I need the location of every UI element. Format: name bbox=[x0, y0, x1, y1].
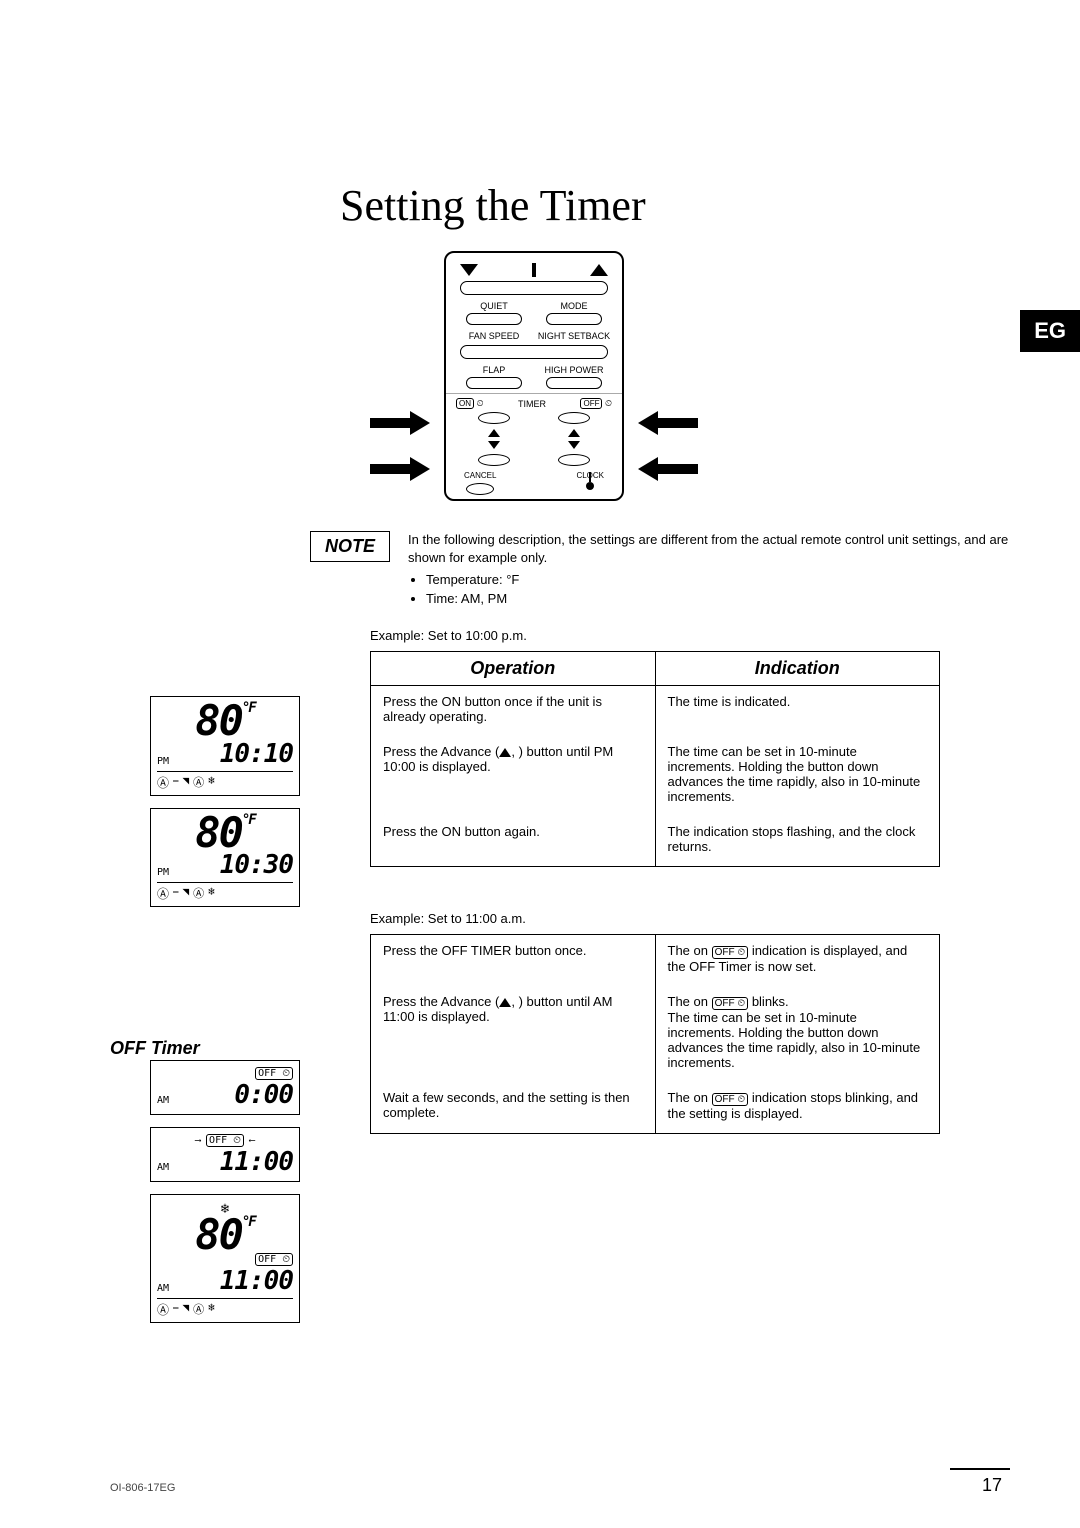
document-id: OI-806-17EG bbox=[110, 1482, 175, 1494]
off-timer-heading: OFF Timer bbox=[110, 1038, 200, 1059]
arrow-icon bbox=[370, 459, 430, 479]
label: FLAP bbox=[483, 365, 506, 375]
lcd-display: 80°F PM10:10 Ⓐ⎯◥Ⓐ❄︎ bbox=[150, 696, 300, 796]
label: HIGH POWER bbox=[544, 365, 603, 375]
page-number: 17 bbox=[982, 1475, 1002, 1496]
bar-icon bbox=[532, 263, 536, 277]
page-title: Setting the Timer bbox=[340, 180, 1010, 231]
note-label: NOTE bbox=[310, 531, 390, 562]
table-cell: Press the ON button again. bbox=[371, 816, 656, 867]
arrow-icon bbox=[638, 459, 698, 479]
language-badge: EG bbox=[1020, 310, 1080, 352]
table-cell: The time can be set in 10-minute increme… bbox=[655, 736, 940, 816]
arrow-icon bbox=[370, 413, 430, 433]
label: NIGHT SETBACK bbox=[538, 331, 610, 341]
table-cell: The on OFF ⏲ blinks.The time can be set … bbox=[655, 986, 940, 1082]
off-timer-table: Press the OFF TIMER button once. The on … bbox=[370, 934, 940, 1134]
label: TIMER bbox=[518, 399, 546, 409]
table-cell: The on OFF ⏲ indication is displayed, an… bbox=[655, 934, 940, 986]
table-cell: The time is indicated. bbox=[655, 685, 940, 736]
remote-diagram: QUIET MODE FAN SPEED NIGHT SETBACK FLAP … bbox=[444, 251, 624, 501]
table-cell: The on OFF ⏲ indication stops blinking, … bbox=[655, 1082, 940, 1134]
footer-rule bbox=[950, 1468, 1010, 1470]
example-text: Example: Set to 10:00 p.m. bbox=[370, 628, 1010, 643]
table-cell: The indication stops flashing, and the c… bbox=[655, 816, 940, 867]
example-text: Example: Set to 11:00 a.m. bbox=[370, 911, 1010, 926]
table-cell: Press the OFF TIMER button once. bbox=[371, 934, 656, 986]
down-icon bbox=[460, 264, 478, 276]
up-icon bbox=[590, 264, 608, 276]
label: MODE bbox=[561, 301, 588, 311]
table-cell: Wait a few seconds, and the setting is t… bbox=[371, 1082, 656, 1134]
lcd-display: ⟶ OFF ⏲ ⟵ AM11:00 bbox=[150, 1127, 300, 1182]
arrow-icon bbox=[638, 413, 698, 433]
table-cell: Press the Advance (, ) button until AM 1… bbox=[371, 986, 656, 1082]
table-cell: Press the Advance (, ) button until PM 1… bbox=[371, 736, 656, 816]
lcd-display: 80°F PM10:30 Ⓐ⎯◥Ⓐ❄︎ bbox=[150, 808, 300, 908]
lcd-display: OFF ⏲ AM0:00 bbox=[150, 1060, 300, 1115]
table-cell: Press the ON button once if the unit is … bbox=[371, 685, 656, 736]
label: FAN SPEED bbox=[469, 331, 520, 341]
label: QUIET bbox=[480, 301, 508, 311]
on-timer-table: OperationIndication Press the ON button … bbox=[370, 651, 940, 867]
lcd-display: ❄︎ 80°F OFF ⏲ AM11:00 Ⓐ⎯◥Ⓐ❄︎ bbox=[150, 1194, 300, 1323]
remote-figure: QUIET MODE FAN SPEED NIGHT SETBACK FLAP … bbox=[370, 251, 1010, 501]
note-text: In the following description, the settin… bbox=[408, 531, 1010, 608]
